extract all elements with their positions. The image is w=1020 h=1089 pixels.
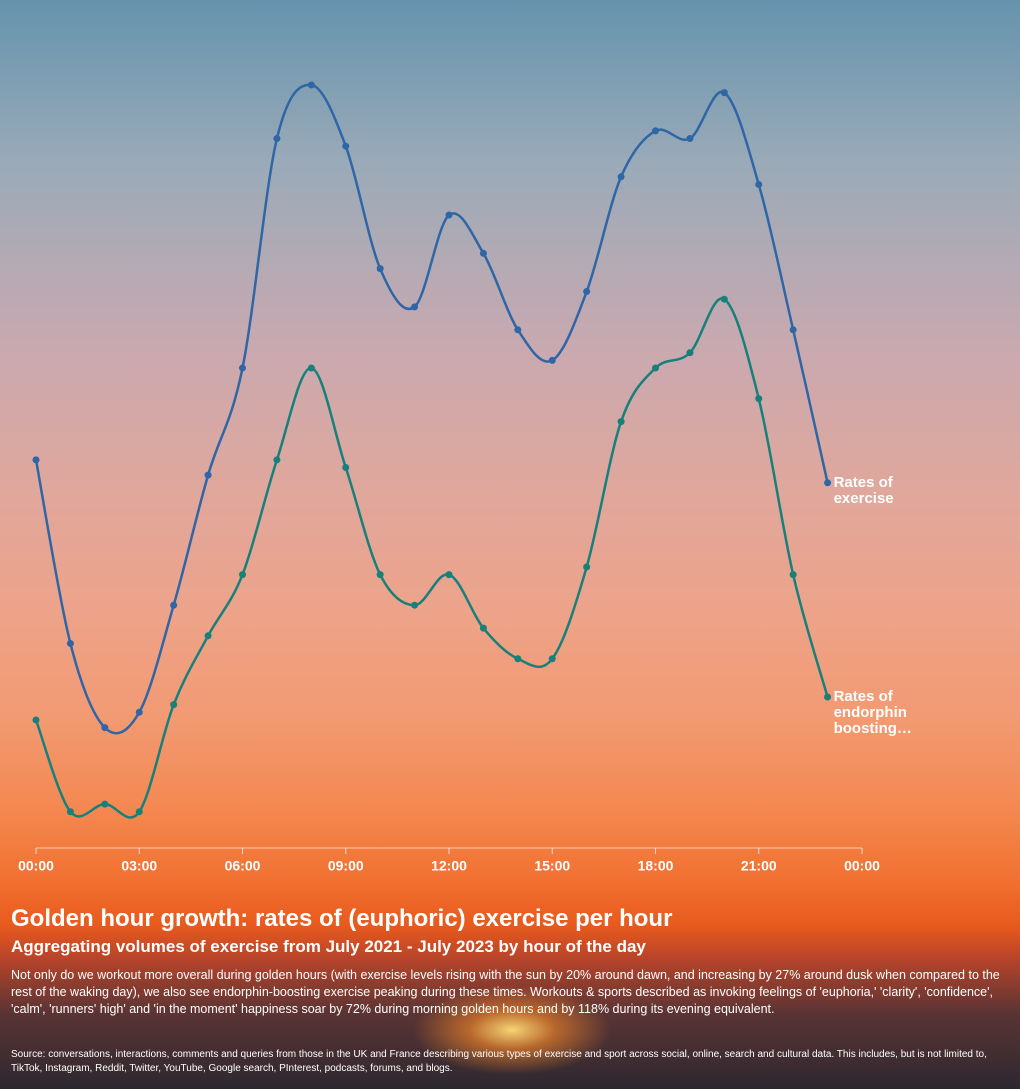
x-tick-label: 12:00: [431, 858, 467, 874]
data-point: [445, 211, 453, 219]
data-point: [720, 89, 728, 97]
x-tick-label: 18:00: [638, 858, 674, 874]
data-point: [376, 265, 384, 273]
data-point: [652, 127, 659, 135]
data-point: [514, 655, 522, 663]
series-label: Rates of endorphin boosting…: [833, 688, 912, 737]
data-point: [824, 479, 832, 487]
x-tick-label: 00:00: [18, 858, 54, 874]
data-point: [686, 135, 694, 143]
data-point: [479, 624, 487, 632]
data-point: [170, 701, 178, 709]
data-point: [652, 364, 659, 372]
x-tick-label: 03:00: [121, 858, 157, 874]
data-point: [307, 364, 315, 372]
data-point: [239, 364, 246, 372]
data-point: [720, 295, 728, 303]
x-tick-label: 00:00: [844, 858, 880, 874]
data-point: [583, 563, 591, 571]
data-point: [273, 135, 281, 143]
data-point: [342, 142, 350, 150]
data-point: [789, 571, 797, 579]
chart-subtitle: Aggregating volumes of exercise from Jul…: [11, 937, 646, 956]
series-line: [34, 297, 829, 819]
x-tick-label: 06:00: [225, 858, 261, 874]
x-tick-label: 21:00: [741, 858, 777, 874]
source-note: Source: conversations, interactions, com…: [11, 1049, 987, 1074]
sun-glow: [412, 985, 612, 1075]
data-point: [66, 639, 74, 647]
data-point: [411, 303, 419, 311]
data-point: [66, 808, 74, 816]
chart: 00:00 03:00 06:00 09:00 12:00 15:00 18:00 21:00…: [18, 81, 880, 874]
data-point: [686, 349, 694, 357]
data-point: [755, 180, 763, 188]
data-point: [135, 708, 143, 716]
data-point: [204, 632, 212, 640]
data-point: [583, 288, 591, 296]
data-point: [32, 716, 40, 724]
data-point: [617, 418, 625, 426]
data-point: [445, 571, 453, 579]
data-point: [824, 693, 832, 701]
data-point: [204, 471, 212, 479]
series-line: [34, 83, 829, 735]
data-point: [170, 601, 178, 609]
data-point: [789, 326, 797, 334]
description: Not only do we workout more overall duri…: [11, 968, 1000, 1016]
data-point: [307, 81, 315, 89]
x-tick-label: 09:00: [328, 858, 364, 874]
data-point: [755, 395, 763, 403]
data-point: [32, 456, 40, 464]
data-point: [411, 601, 419, 609]
x-tick-label: 15:00: [534, 858, 570, 874]
data-point: [273, 456, 281, 464]
data-point: [101, 724, 109, 732]
chart-title: Golden hour growth: rates of (euphoric) …: [11, 905, 673, 932]
data-point: [548, 356, 556, 364]
data-point: [376, 571, 384, 579]
data-point: [239, 571, 246, 579]
data-point: [514, 326, 522, 334]
data-point: [617, 173, 625, 181]
data-point: [548, 655, 556, 663]
data-point: [101, 800, 109, 808]
data-point: [479, 249, 487, 257]
data-point: [135, 808, 143, 816]
series-label: Rates of exercise: [833, 473, 894, 507]
data-point: [342, 464, 350, 471]
